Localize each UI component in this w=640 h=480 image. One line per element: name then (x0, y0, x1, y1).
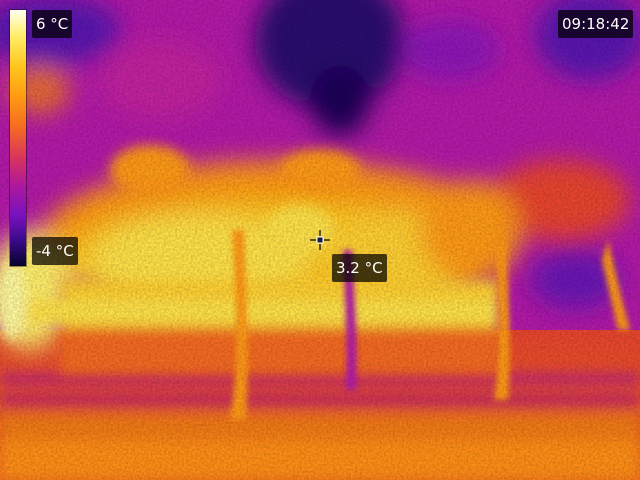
timestamp: 09:18:42 (558, 10, 634, 38)
temperature-scale-bar (9, 9, 27, 267)
scale-max-label: 6 °C (32, 10, 73, 38)
scale-min-label: -4 °C (32, 237, 78, 265)
crosshair-icon (310, 230, 330, 250)
spot-temperature-label: 3.2 °C (332, 254, 387, 282)
